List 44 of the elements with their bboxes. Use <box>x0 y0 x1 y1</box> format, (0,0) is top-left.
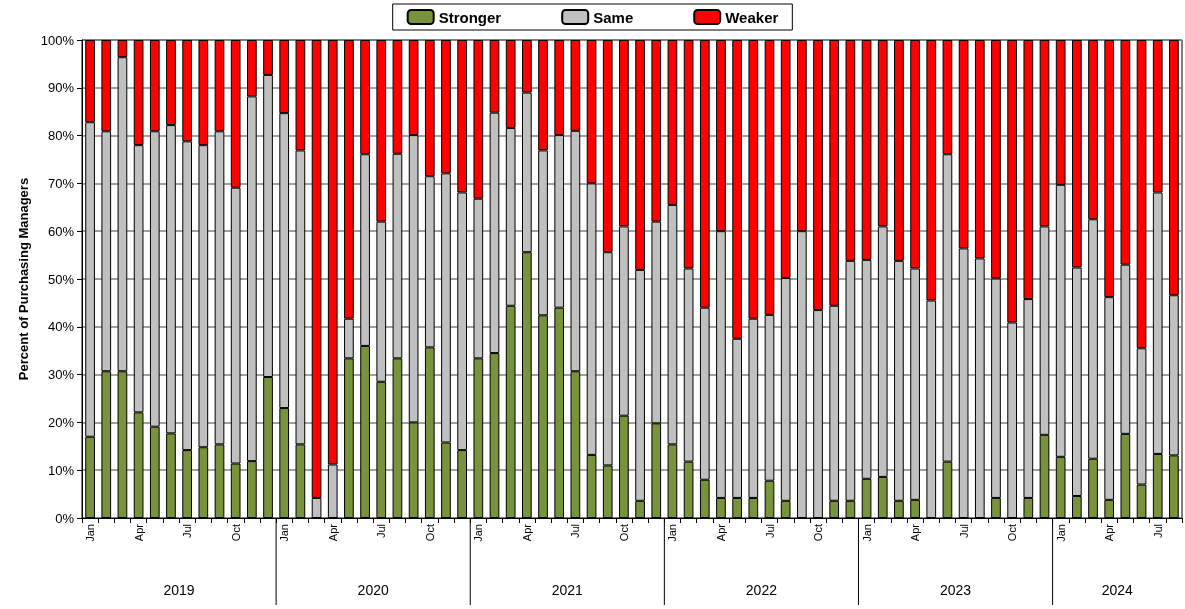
y-tick-label: 80% <box>47 128 75 144</box>
x-tick-label: Oct <box>812 524 825 542</box>
x-tick-label: Jan <box>278 524 291 542</box>
x-tick-label: Oct <box>229 524 242 542</box>
x-tick-label: Jul <box>957 524 970 539</box>
x-tick-label: Apr <box>909 523 922 542</box>
y-tick-label: 100% <box>40 32 75 48</box>
x-tick-label: Jul <box>569 524 582 539</box>
x-tick-label: Jan <box>860 524 873 542</box>
x-tick-label: Jul <box>375 524 388 539</box>
y-tick-label: 20% <box>47 414 75 430</box>
x-tick-label: Jul <box>1151 524 1164 539</box>
x-tick-label: Jan <box>1054 524 1067 542</box>
text: 2019 <box>163 582 195 598</box>
legend-label: Weaker <box>725 8 779 26</box>
x-tick-label: Apr <box>132 523 145 542</box>
text: 2023 <box>939 582 972 598</box>
y-tick-label: 40% <box>47 319 75 335</box>
x-tick-label: Jan <box>666 524 679 542</box>
x-tick-label: Apr <box>326 523 339 542</box>
x-tick-label: Apr <box>1103 523 1116 542</box>
x-tick-label: Oct <box>1006 524 1019 542</box>
y-tick-label: 30% <box>47 367 75 383</box>
y-tick-label: 90% <box>47 80 75 96</box>
y-tick-label: 0% <box>55 510 75 526</box>
legend-label: Stronger <box>438 8 502 26</box>
x-tick-label: Jan <box>84 524 97 542</box>
y-tick-label: 70% <box>47 175 75 191</box>
legend-label: Same <box>593 8 634 26</box>
text: 2021 <box>551 582 584 598</box>
x-tick-label: Jan <box>472 524 485 542</box>
y-tick-label: 60% <box>47 223 75 239</box>
text: 2024 <box>1101 582 1134 598</box>
x-tick-label: Apr <box>520 523 533 542</box>
x-tick-label: Oct <box>617 524 630 542</box>
x-tick-label: Jul <box>181 524 194 539</box>
text: 2020 <box>357 582 389 598</box>
y-tick-label: 10% <box>47 462 75 478</box>
x-tick-label: Apr <box>714 523 727 542</box>
x-tick-label: Jul <box>763 524 776 539</box>
x-tick-label: Oct <box>423 524 436 542</box>
text: 2022 <box>745 582 778 598</box>
y-axis-title: Percent of Purchasing Managers <box>15 177 31 381</box>
y-tick-label: 50% <box>47 271 75 287</box>
